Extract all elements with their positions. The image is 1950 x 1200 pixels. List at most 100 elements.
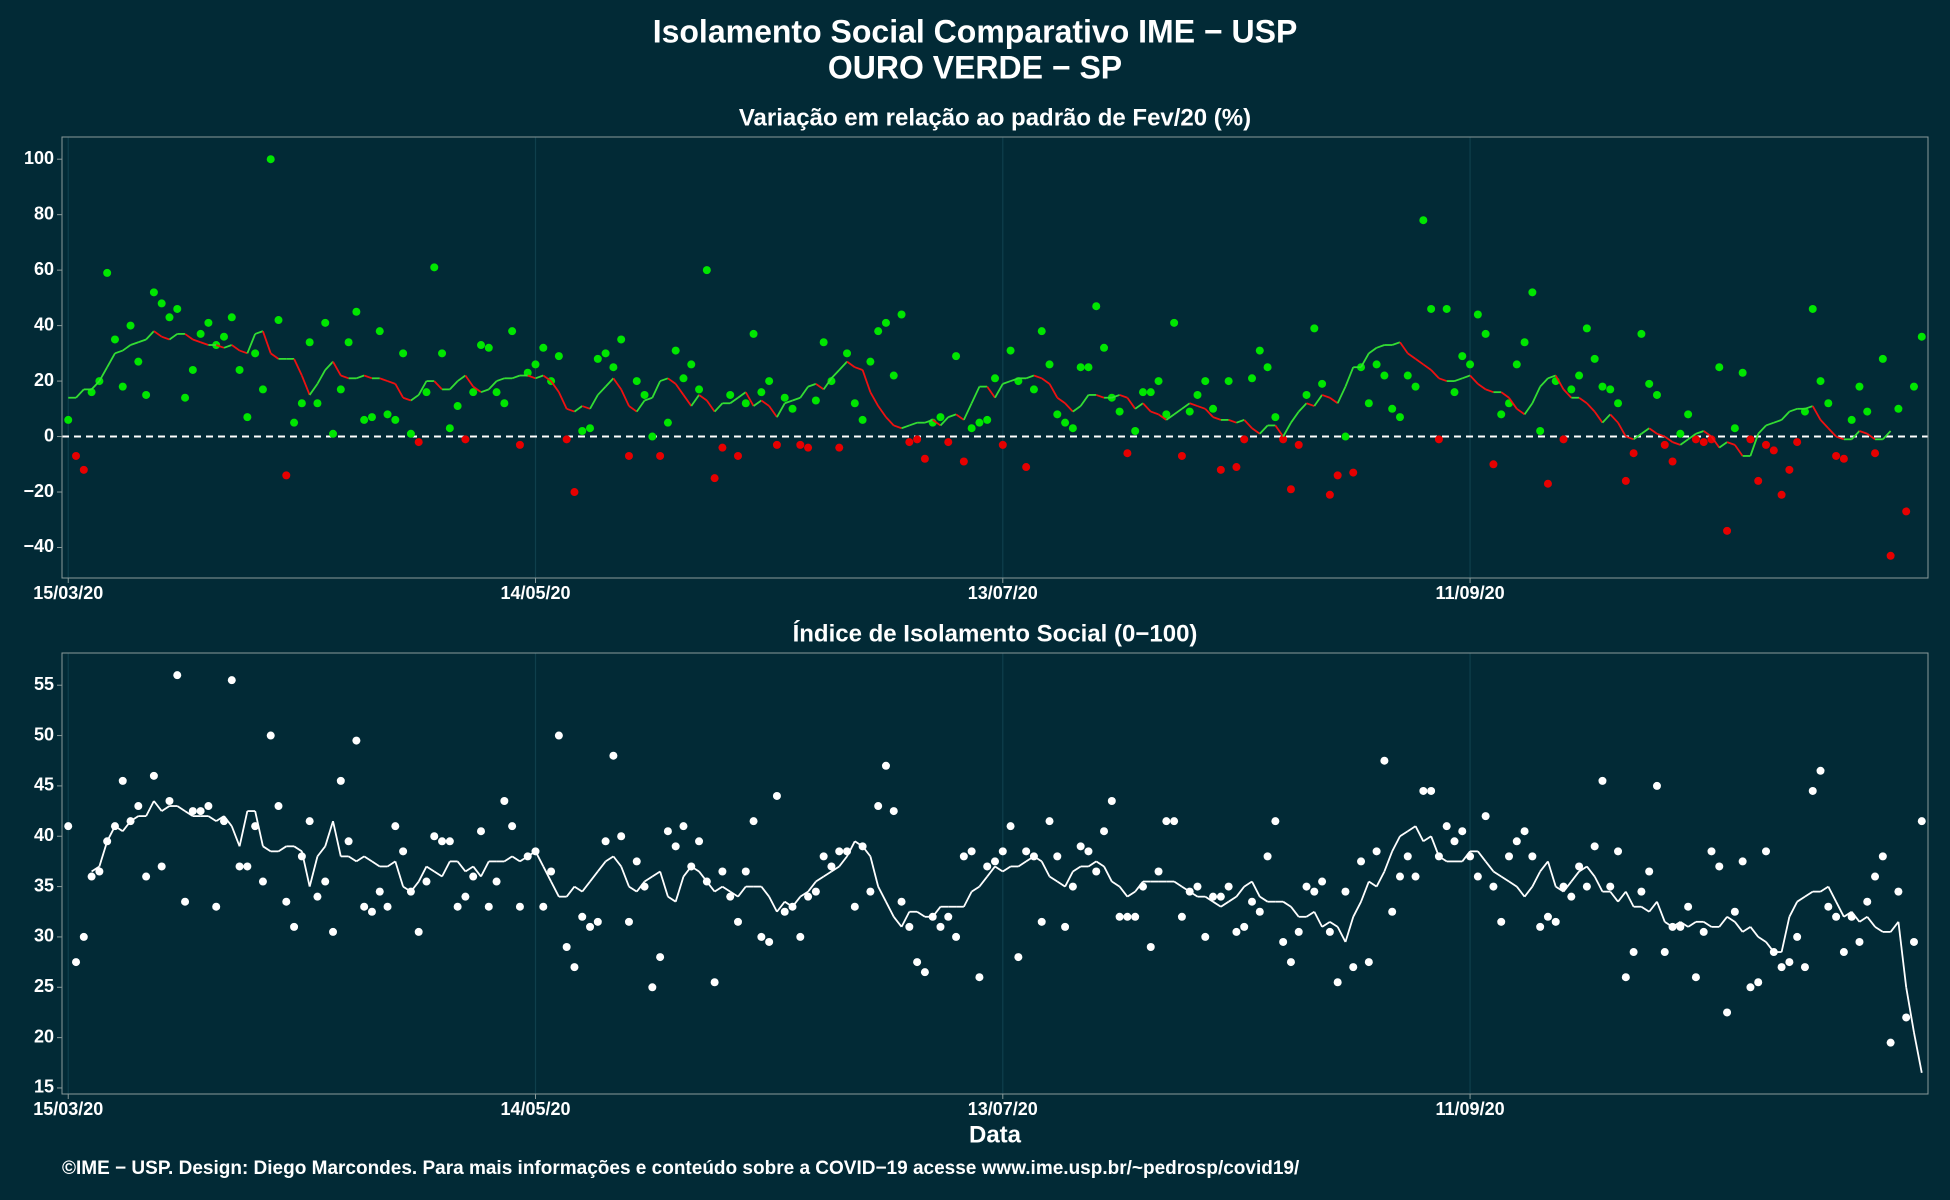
point <box>866 357 875 366</box>
y-tick-label: 60 <box>34 259 54 279</box>
trend-segment <box>472 865 482 878</box>
trend-segment <box>1547 374 1557 380</box>
trend-segment <box>511 374 521 380</box>
point <box>290 418 299 427</box>
point <box>391 822 400 831</box>
y-tick-label: 35 <box>34 875 54 895</box>
trend-segment <box>238 810 249 847</box>
point <box>718 443 727 452</box>
point <box>64 415 73 424</box>
trend-segment <box>1204 408 1214 418</box>
trend-segment <box>417 866 428 882</box>
point <box>508 327 517 336</box>
point <box>173 304 182 313</box>
point <box>1045 360 1054 369</box>
trend-segment <box>1134 881 1144 893</box>
point <box>1061 418 1070 427</box>
trend-segment <box>1383 851 1394 872</box>
trend-segment <box>215 815 225 822</box>
point <box>1395 413 1404 422</box>
point <box>1403 852 1412 861</box>
point <box>1481 812 1490 821</box>
trend-segment <box>262 330 272 354</box>
point <box>344 837 353 846</box>
point <box>422 388 431 397</box>
trend-segment <box>1633 433 1642 441</box>
point <box>438 837 447 846</box>
point <box>632 377 641 386</box>
point <box>469 872 478 881</box>
trend-segment <box>394 383 404 399</box>
trend-segment <box>464 865 474 873</box>
x-tick-label: 14/05/20 <box>500 583 570 603</box>
point <box>850 902 859 911</box>
trend-segment <box>1664 921 1674 928</box>
point <box>1816 377 1825 386</box>
trend-segment <box>457 374 466 382</box>
trend-segment <box>153 330 163 338</box>
trend-segment <box>909 421 918 427</box>
point <box>593 354 602 363</box>
point <box>1707 847 1716 856</box>
trend-segment <box>239 349 248 355</box>
trend-segment <box>371 860 381 868</box>
trend-segment <box>1640 905 1650 913</box>
point <box>1536 427 1545 435</box>
point <box>1543 479 1552 488</box>
trend-segment <box>792 396 801 402</box>
point <box>624 917 633 926</box>
point <box>1318 877 1327 886</box>
trend-segment <box>682 865 692 878</box>
point <box>1302 882 1311 891</box>
point <box>936 922 945 931</box>
point <box>632 857 641 866</box>
trend-segment <box>838 361 848 371</box>
point <box>1512 837 1521 846</box>
point <box>531 360 540 369</box>
trend-segment <box>176 805 186 812</box>
point <box>1357 857 1366 866</box>
trend-segment <box>1835 901 1845 918</box>
point <box>570 963 579 972</box>
trend-segment <box>1789 407 1798 413</box>
point <box>173 671 182 680</box>
point <box>905 922 914 931</box>
trend-segment <box>558 391 568 410</box>
trend-segment <box>1718 916 1728 928</box>
point <box>1170 817 1179 826</box>
point <box>87 872 96 881</box>
trend-segment <box>1430 835 1440 857</box>
point <box>1442 304 1451 313</box>
point <box>1723 1008 1732 1017</box>
trend-segment <box>1859 430 1868 435</box>
trend-segment <box>628 885 638 893</box>
trend-segment <box>1040 861 1051 877</box>
trend-segment <box>200 341 209 346</box>
trend-segment <box>316 369 327 385</box>
point <box>1248 897 1257 906</box>
point <box>983 862 992 871</box>
trend-segment <box>153 800 163 812</box>
point <box>1824 399 1833 408</box>
trend-segment <box>620 389 630 407</box>
point <box>671 346 680 355</box>
trend-segment <box>1523 886 1534 898</box>
trend-segment <box>573 885 583 893</box>
trend-segment <box>550 380 560 393</box>
point <box>554 731 563 740</box>
point <box>282 897 291 906</box>
trend-segment <box>1298 402 1308 413</box>
trend-segment <box>589 870 599 883</box>
trend-segment <box>1469 374 1479 385</box>
point <box>1450 388 1459 397</box>
point <box>1162 817 1171 826</box>
trend-segment <box>1313 394 1323 407</box>
trend-segment <box>488 380 498 391</box>
point <box>165 797 174 806</box>
trend-segment <box>674 383 685 396</box>
point <box>1216 892 1225 901</box>
trend-segment <box>550 881 560 898</box>
point <box>313 399 322 408</box>
trend-segment <box>916 911 926 918</box>
